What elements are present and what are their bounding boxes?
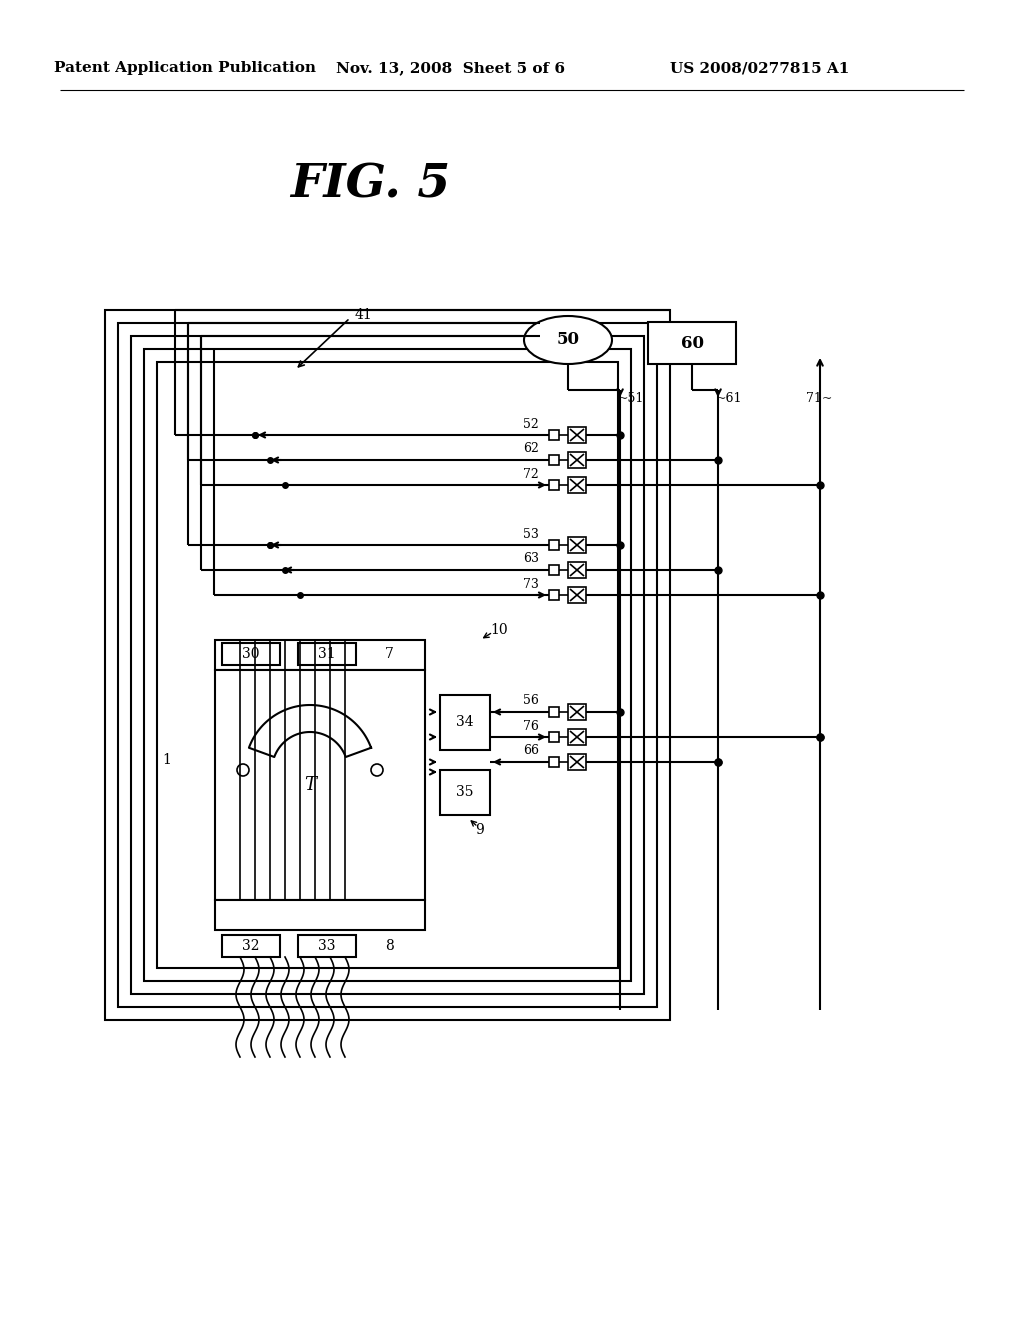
Text: Patent Application Publication: Patent Application Publication <box>54 61 316 75</box>
Bar <box>549 733 559 742</box>
Bar <box>157 362 618 968</box>
Text: 35: 35 <box>457 785 474 800</box>
Text: 8: 8 <box>385 939 394 953</box>
Bar <box>549 430 559 440</box>
Bar <box>568 729 586 744</box>
Text: 76: 76 <box>523 719 539 733</box>
Text: 30: 30 <box>243 647 260 661</box>
Bar <box>298 643 356 665</box>
Bar <box>568 477 586 492</box>
Bar <box>568 537 586 553</box>
Text: 50: 50 <box>556 331 580 348</box>
Bar <box>568 562 586 578</box>
Bar <box>118 323 657 1007</box>
Bar <box>440 770 490 814</box>
Bar <box>105 310 670 1020</box>
Bar <box>131 337 644 994</box>
Text: ~61: ~61 <box>716 392 742 404</box>
Bar <box>440 696 490 750</box>
Bar <box>568 426 586 444</box>
Bar <box>215 671 425 900</box>
Bar <box>549 756 559 767</box>
Text: 62: 62 <box>523 442 539 455</box>
Text: 60: 60 <box>681 334 703 351</box>
Text: 7: 7 <box>385 647 394 661</box>
Bar <box>222 935 280 957</box>
Text: 66: 66 <box>523 744 539 758</box>
Bar <box>549 708 559 717</box>
Text: 10: 10 <box>490 623 508 638</box>
Bar <box>222 643 280 665</box>
Text: 52: 52 <box>523 417 539 430</box>
Text: FIG. 5: FIG. 5 <box>290 162 451 209</box>
Text: 53: 53 <box>523 528 539 540</box>
Text: T: T <box>304 776 316 795</box>
Text: 56: 56 <box>523 694 539 708</box>
Text: 32: 32 <box>243 939 260 953</box>
Text: 41: 41 <box>355 308 373 322</box>
Bar <box>568 451 586 469</box>
Bar <box>549 455 559 465</box>
Text: US 2008/0277815 A1: US 2008/0277815 A1 <box>671 61 850 75</box>
Bar <box>549 565 559 576</box>
Bar <box>568 754 586 770</box>
Text: 71~: 71~ <box>806 392 833 404</box>
Text: 9: 9 <box>475 822 483 837</box>
Text: Nov. 13, 2008  Sheet 5 of 6: Nov. 13, 2008 Sheet 5 of 6 <box>336 61 564 75</box>
Bar <box>298 935 356 957</box>
Bar <box>568 704 586 719</box>
Text: 72: 72 <box>523 467 539 480</box>
Text: 73: 73 <box>523 578 539 590</box>
Text: 1: 1 <box>163 752 171 767</box>
Ellipse shape <box>524 315 612 364</box>
Bar <box>215 640 425 671</box>
Bar <box>648 322 736 364</box>
Bar <box>144 348 631 981</box>
Text: 33: 33 <box>318 939 336 953</box>
Text: 31: 31 <box>318 647 336 661</box>
Bar <box>549 480 559 490</box>
Bar <box>568 587 586 603</box>
Text: ~51: ~51 <box>618 392 644 404</box>
Text: 63: 63 <box>523 553 539 565</box>
Text: 34: 34 <box>456 715 474 730</box>
Bar <box>549 590 559 601</box>
Bar <box>549 540 559 550</box>
Bar <box>215 900 425 931</box>
